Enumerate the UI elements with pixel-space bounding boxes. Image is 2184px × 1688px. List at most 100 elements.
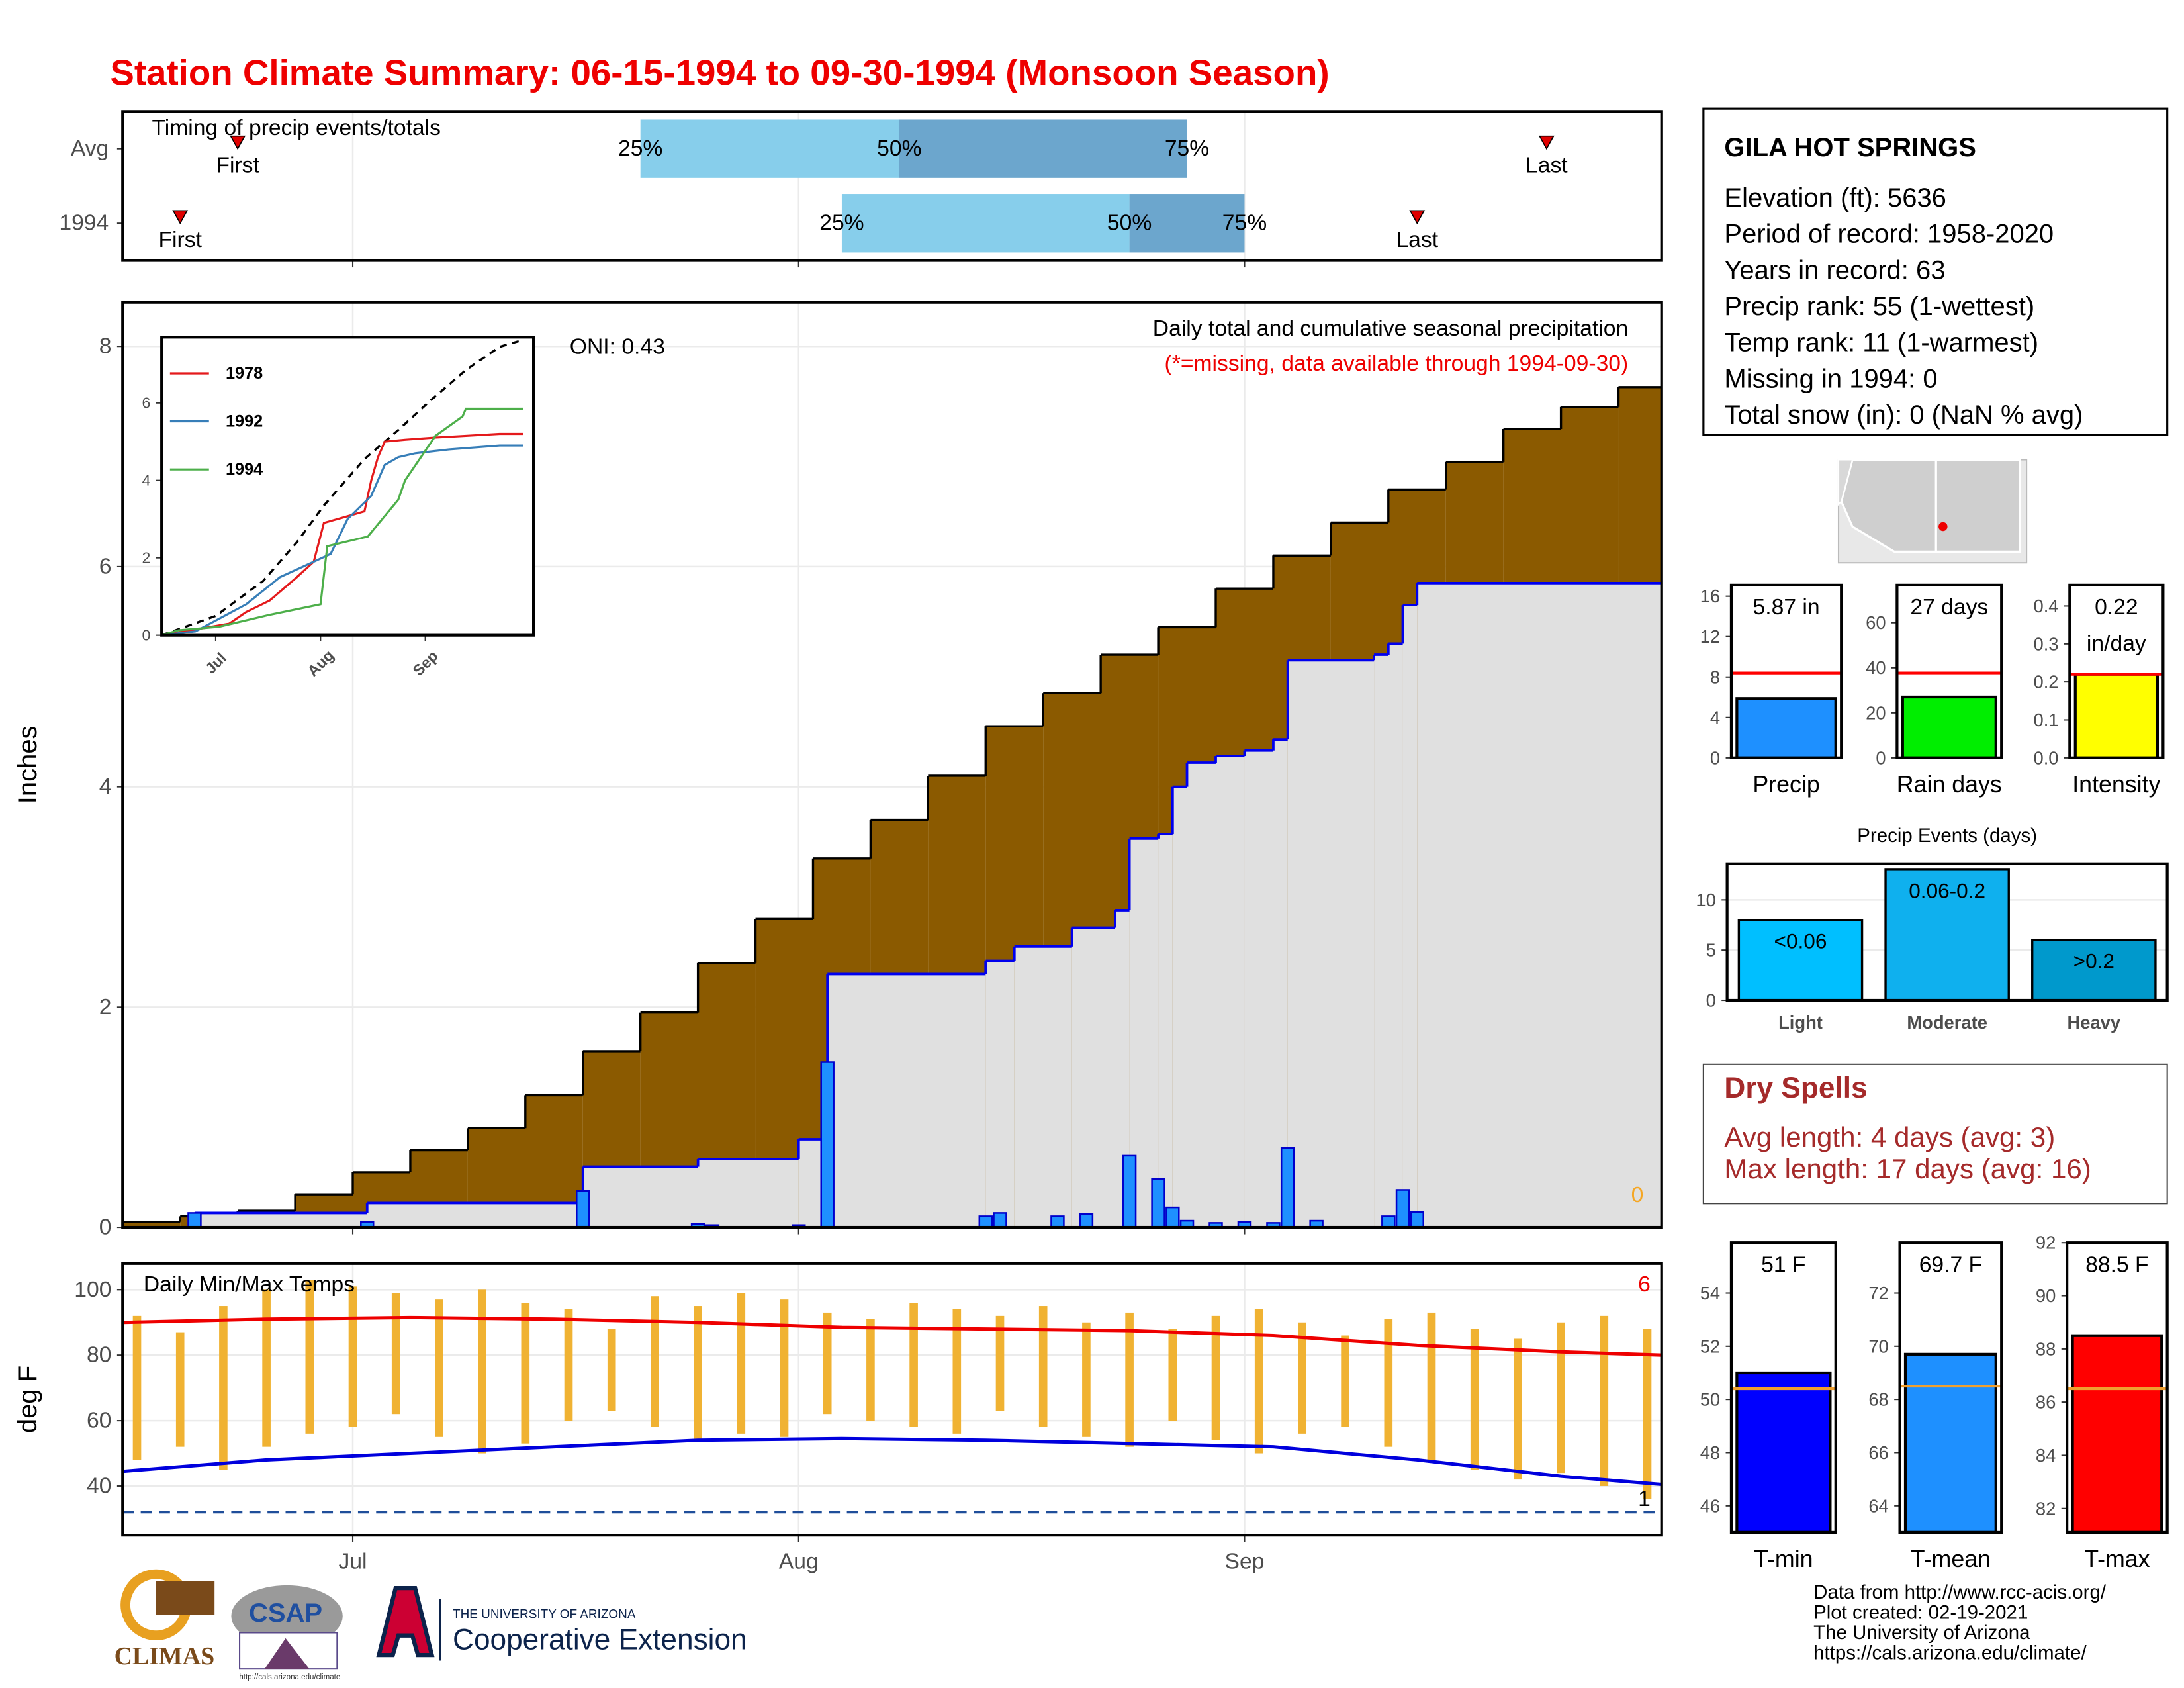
temp-range-bar [1384,1319,1393,1447]
y-tick-label: 84 [2036,1445,2056,1466]
cumulative-area [1014,946,1072,1228]
temp-range-bar [952,1309,962,1434]
station-line: Total snow (in): 0 (NaN % avg) [1724,400,2083,430]
series-line [161,444,523,637]
cumulative-area [1388,643,1403,1228]
event-label: First [158,228,202,252]
temp-range-bar [478,1289,486,1454]
y-tick-label: 12 [1700,626,1720,647]
y-tick-label: 20 [1866,702,1886,723]
daily-precip-bar [993,1212,1007,1229]
y-tick-label: 10 [1696,890,1715,910]
event-label: Last [1396,228,1438,252]
y-tick-label: 0 [1706,990,1716,1011]
temp-range-bar [651,1296,659,1427]
station-lines: Elevation (ft): 5636 Period of record: 19… [1724,183,2083,430]
station-box [1702,107,2169,436]
y-tick-label: 0.0 [2033,747,2058,768]
quartile-label: 75% [1222,211,1267,236]
y-tick-label: 5 [1706,940,1716,961]
daily-precip-bar [1410,1211,1425,1229]
temp-range-bar [995,1315,1005,1411]
temp-range-bar [1470,1329,1479,1470]
temp-range-bar [305,1280,314,1434]
y-tick-label: 66 [1868,1442,1888,1463]
temp-range-bar [391,1293,400,1415]
y-tick-label: 92 [2036,1233,2056,1253]
value-label: in/day [2087,632,2146,656]
oni-label: ONI: 0.43 [570,335,665,359]
cumulative-area [582,1166,698,1228]
temp-range-bar [521,1303,530,1444]
average-area [122,1221,181,1228]
dry-spell-line: Max length: 17 days (avg: 16) [1724,1153,2091,1184]
cumulative-area [1158,834,1173,1228]
y-tick-label: 2 [99,995,112,1019]
y-axis-title: Inches [13,726,42,804]
y-tick-label: 88 [2036,1338,2056,1359]
record-low-count: 1 [1638,1487,1651,1511]
temp-range-bar [348,1286,357,1427]
y-tick-label: 4 [99,774,112,799]
y-tick-label: 54 [1700,1283,1720,1303]
value-label: 0.22 [2095,595,2138,620]
credit-line: https://cals.arizona.edu/climate/ [1813,1642,2087,1664]
x-tick-label: Light [1778,1012,1823,1033]
y-tick-label: 72 [1868,1283,1888,1303]
panel-background [161,337,534,635]
dry-spell-lines: Avg length: 4 days (avg: 3)Max length: 1… [1724,1121,2091,1184]
event-label: Last [1525,153,1568,177]
station-name: GILA HOT SPRINGS [1724,133,1976,162]
csap-cloud [231,1585,343,1647]
extension-name: Cooperative Extension [453,1623,747,1656]
y-tick-label: 82 [2036,1498,2056,1519]
y-tick-label: 64 [1868,1495,1888,1516]
category-label: T-max [2084,1546,2150,1572]
daily-precip-bar [1381,1215,1396,1229]
y-tick-label: 90 [2036,1286,2056,1306]
y-tick-label: 68 [1868,1389,1888,1410]
temp-range-bar [175,1332,185,1447]
temp-range-bar [1254,1309,1263,1454]
y-tick-label: 4 [1710,707,1720,727]
panel-frame [121,301,1663,1229]
panel-frame [2066,1241,2169,1534]
event-label: First [216,153,259,177]
cumulative-area [1287,660,1375,1228]
x-tick-label: Moderate [1907,1012,1987,1033]
y-tick-label: 0 [99,1215,112,1240]
temp-range-bar [1038,1306,1048,1427]
temp-range-bar [607,1329,616,1411]
missing-note: (*=missing, data available through 1994-… [1165,352,1629,376]
temp-range-bar [1082,1322,1091,1437]
y-tick-label: 0 [142,627,150,644]
x-tick-label: Aug [779,1550,819,1574]
cumulative-area [194,1213,367,1228]
cumulative-area [1374,655,1388,1228]
category-label: Precip [1752,771,1819,798]
cumulative-area [367,1203,583,1228]
station-line: Years in record: 63 [1724,256,1945,285]
y-tick-label: 86 [2036,1392,2056,1413]
y-tick-label: 60 [87,1409,111,1433]
cumulative-area [1115,910,1130,1228]
university-name: THE UNIVERSITY OF ARIZONA [453,1608,636,1622]
row-label: Avg [71,136,109,161]
x-tick-label: Sep [1225,1550,1265,1574]
bar-label: <0.06 [1774,929,1827,953]
cumulative-area [827,974,986,1228]
ua-logo [376,1585,435,1658]
station-line: Missing in 1994: 0 [1724,364,1937,393]
panel-frame [1895,583,2003,759]
category-label: Rain days [1897,771,2002,798]
credit-line: The University of Arizona [1813,1622,2030,1644]
y-tick-label: 0.3 [2033,633,2058,654]
daily-precip-bar [1165,1206,1180,1229]
credit-line: Data from http://www.rcc-acis.org/ [1813,1581,2107,1603]
y-tick-label: 80 [87,1343,111,1368]
temp-range-bar [866,1319,875,1421]
quartile-bar [841,194,1130,253]
y-tick-label: 4 [142,472,150,489]
